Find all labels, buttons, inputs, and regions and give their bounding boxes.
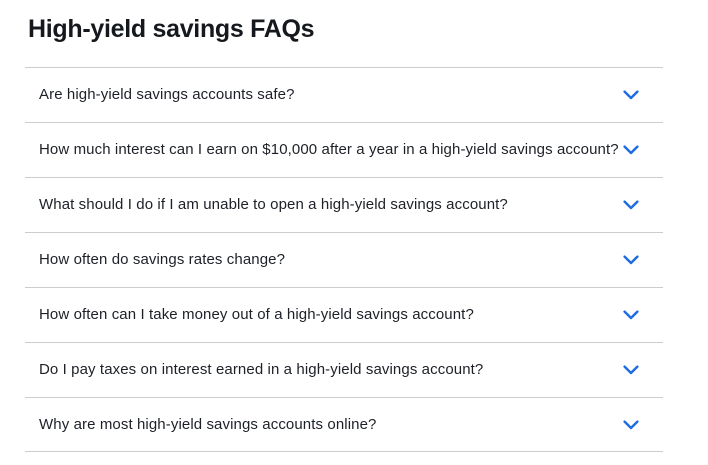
faq-question-label: Why are most high-yield savings accounts… [39,415,377,433]
faq-question-row[interactable]: Are high-yield savings accounts safe? [25,67,663,122]
faq-question-label: Are high-yield savings accounts safe? [39,86,295,103]
faq-question-label: How often can I take money out of a high… [39,306,474,323]
chevron-down-icon [623,365,639,375]
faq-question-row[interactable]: How much interest can I earn on $10,000 … [25,122,663,177]
faq-question-label: What should I do if I am unable to open … [39,196,508,213]
faq-question-label: How often do savings rates change? [39,251,286,268]
chevron-down-icon [623,90,639,100]
faq-question-row[interactable]: What should I do if I am unable to open … [25,177,663,232]
chevron-down-icon [623,200,639,210]
chevron-down-icon [623,145,639,155]
faq-question-label: How much interest can I earn on $10,000 … [39,141,619,158]
faq-question-row[interactable]: How often do savings rates change? [25,232,663,287]
faq-list: Are high-yield savings accounts safe? Ho… [25,67,663,452]
page-title: High-yield savings FAQs [28,15,315,43]
chevron-down-icon [623,255,639,265]
faq-question-label: Do I pay taxes on interest earned in a h… [39,361,484,378]
faq-question-row[interactable]: Why are most high-yield savings accounts… [25,397,663,452]
chevron-down-icon [623,419,639,429]
faq-question-row[interactable]: Do I pay taxes on interest earned in a h… [25,342,663,397]
faq-question-row[interactable]: How often can I take money out of a high… [25,287,663,342]
chevron-down-icon [623,310,639,320]
